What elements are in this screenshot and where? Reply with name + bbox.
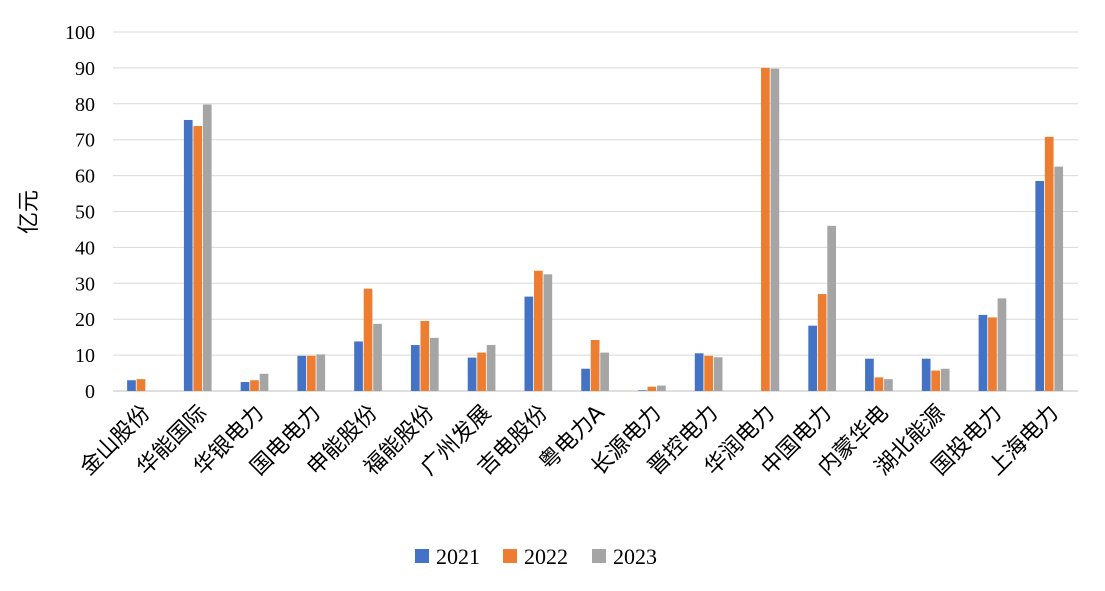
y-tick-label: 70	[75, 130, 95, 152]
bar	[761, 67, 770, 392]
x-axis-labels: 金山股份华能国际华银电力国电电力申能股份福能股份广州发展吉电股份粤电力A长源电力…	[76, 401, 1064, 481]
bar	[297, 355, 307, 391]
y-tick-label: 20	[75, 309, 95, 331]
bar	[978, 314, 988, 391]
legend-label: 2021	[436, 544, 480, 569]
bar	[373, 323, 382, 391]
bar	[202, 104, 212, 391]
bar	[931, 370, 941, 391]
bar	[316, 354, 326, 391]
bar	[988, 317, 997, 391]
bar	[808, 325, 818, 391]
legend-swatch	[503, 549, 517, 563]
bar	[638, 390, 647, 391]
bar	[1054, 166, 1064, 391]
bar	[770, 68, 780, 392]
y-tick-label: 40	[75, 237, 95, 259]
bar	[647, 386, 657, 391]
bar	[420, 320, 430, 391]
bar	[183, 119, 193, 391]
legend-label: 2022	[524, 544, 568, 569]
bar	[467, 357, 477, 391]
bar	[940, 368, 950, 391]
y-tick-label: 10	[75, 345, 95, 367]
bar	[817, 294, 827, 391]
bar	[590, 340, 600, 391]
bar	[1035, 180, 1045, 391]
bar	[874, 377, 884, 391]
bar	[259, 373, 269, 391]
bar	[477, 352, 486, 391]
bar	[600, 352, 609, 391]
legend-swatch	[592, 549, 606, 563]
bar	[240, 382, 250, 391]
legend-swatch	[415, 549, 429, 563]
bar	[429, 337, 439, 391]
y-tick-label: 90	[75, 58, 95, 80]
y-tick-label: 80	[75, 94, 95, 116]
y-tick-label: 30	[75, 273, 95, 295]
bars	[127, 67, 1064, 392]
y-tick-label: 60	[75, 166, 95, 188]
bar	[136, 379, 146, 391]
legend-label: 2023	[613, 544, 657, 569]
bar	[524, 296, 534, 391]
y-tick-label: 100	[65, 22, 95, 44]
bar	[865, 358, 874, 391]
legend: 2021 2022 2023	[415, 544, 657, 569]
y-axis-ticks: 0 10 20 30 40 50 60 70 80 90 100	[65, 22, 95, 403]
bar	[884, 379, 893, 391]
bar	[657, 385, 666, 391]
bar	[533, 270, 543, 391]
bar	[306, 355, 316, 391]
bar	[713, 357, 723, 391]
bar	[543, 274, 553, 391]
gridlines	[113, 31, 1078, 392]
bar	[921, 358, 931, 391]
bar	[363, 288, 373, 391]
y-tick-label: 50	[75, 202, 95, 224]
bar	[127, 380, 136, 391]
bar	[581, 368, 590, 391]
y-axis-label: 亿元	[17, 190, 42, 234]
bar	[486, 345, 496, 391]
y-tick-label: 0	[85, 381, 95, 403]
bar	[354, 341, 363, 391]
bar	[997, 298, 1007, 391]
bar	[704, 355, 713, 391]
bar	[410, 345, 420, 391]
bar	[193, 126, 203, 392]
bar	[250, 380, 259, 391]
bar	[827, 225, 837, 391]
bar	[1044, 136, 1054, 391]
bar	[694, 353, 704, 391]
